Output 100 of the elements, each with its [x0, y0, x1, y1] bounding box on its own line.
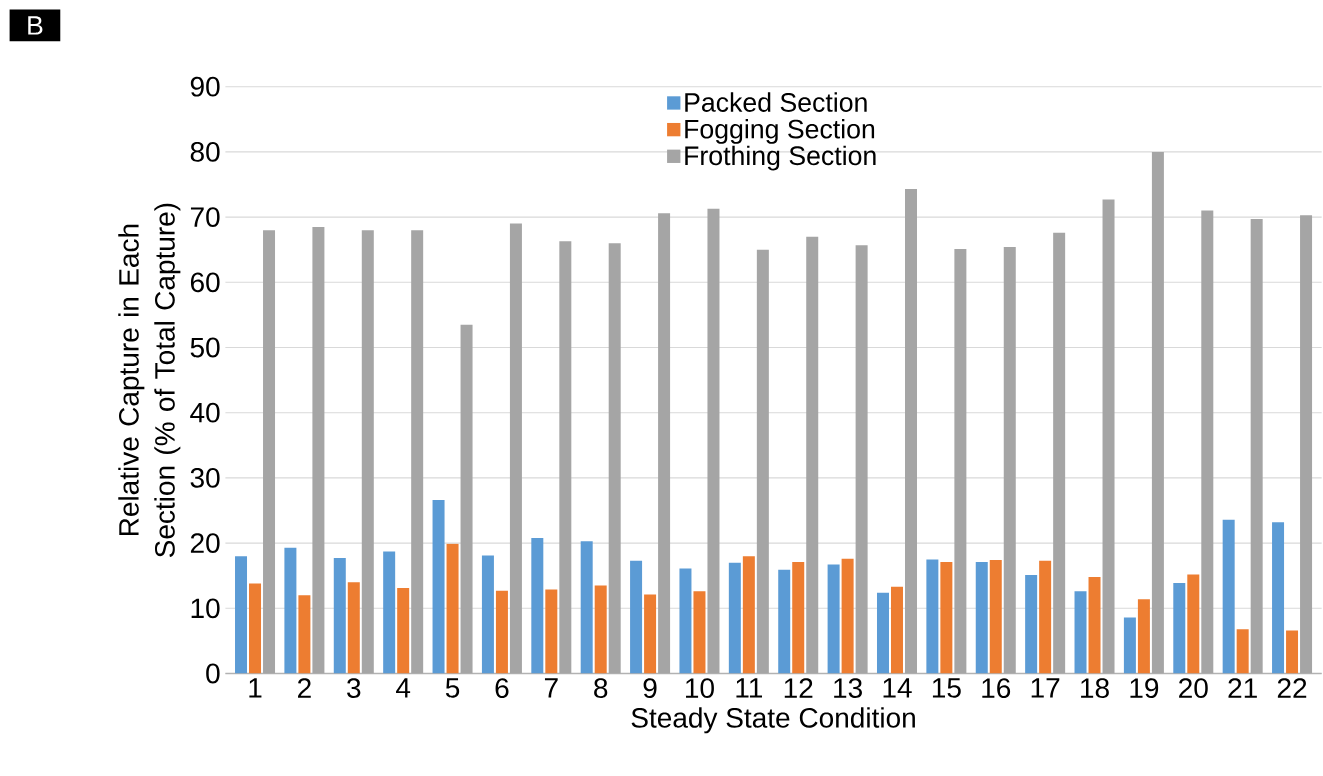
bar [383, 551, 396, 674]
bar [1088, 576, 1101, 674]
x-tick-label: 16 [982, 678, 1011, 698]
bar [298, 595, 311, 674]
bar [1300, 215, 1313, 674]
bar [926, 559, 939, 674]
bar [1286, 630, 1299, 674]
y-tick-label: 10 [191, 598, 220, 619]
bar [235, 556, 248, 674]
x-tick-label: 22 [1277, 678, 1307, 698]
bar [975, 561, 988, 674]
y-tick-label: 90 [190, 76, 220, 97]
x-axis-title: Steady State Condition [631, 707, 915, 734]
bar [495, 590, 508, 674]
bar [778, 569, 791, 674]
bar [531, 537, 544, 674]
bar [658, 213, 671, 674]
x-tick-label: 5 [445, 678, 460, 698]
bar [841, 558, 854, 674]
x-tick-label: 10 [686, 678, 714, 698]
bar [890, 586, 903, 674]
bar [792, 561, 805, 674]
bar [545, 589, 558, 674]
bar [509, 223, 522, 674]
bar [1201, 210, 1214, 674]
y-axis-title: Relative Capture in Each Section (% of Total Capture) [118, 203, 181, 557]
bar [679, 568, 692, 674]
bar [1003, 247, 1016, 674]
y-tick-label: 0 [206, 663, 220, 684]
y-tick-label: 80 [190, 141, 220, 162]
bar [1236, 629, 1249, 674]
bar [481, 555, 494, 674]
x-tick-label: 18 [1081, 678, 1109, 698]
bar [1173, 582, 1186, 674]
x-tick-label: 8 [594, 678, 608, 698]
bar [559, 241, 572, 674]
x-tick-label: 15 [932, 678, 961, 698]
x-tick-label: 2 [298, 678, 311, 698]
x-tick-label: 19 [1130, 678, 1159, 698]
x-tick-label: 11 [736, 678, 763, 698]
x-tick-label: 1 [249, 678, 262, 698]
bar [1187, 574, 1200, 674]
bar [333, 558, 346, 674]
text: B [28, 16, 43, 35]
bar [397, 588, 410, 674]
bar [284, 547, 297, 674]
bar [644, 594, 657, 674]
bar [707, 208, 720, 674]
bar [742, 556, 755, 674]
bar [347, 582, 360, 674]
bar [827, 564, 840, 674]
y-tick-label: 40 [190, 402, 220, 423]
x-tick-label: 4 [396, 678, 411, 698]
bar [876, 592, 889, 674]
bar [756, 249, 769, 674]
bar [693, 591, 706, 674]
bar [728, 562, 741, 674]
bar [905, 188, 917, 674]
bar [608, 243, 621, 674]
x-tick-label: 6 [495, 678, 509, 698]
legend-label: Frothing Section [685, 145, 876, 171]
bar [460, 324, 473, 674]
bar [630, 560, 643, 674]
bar [940, 561, 953, 674]
x-tick-label: 20 [1179, 678, 1208, 698]
bar [249, 583, 262, 674]
bar [1053, 232, 1066, 674]
bar [411, 230, 424, 674]
bar [361, 230, 374, 674]
y-tick-label: 60 [190, 272, 220, 293]
bar [806, 236, 819, 674]
bar [989, 559, 1002, 674]
y-tick-label: 30 [190, 467, 220, 488]
x-tick-label: 17 [1031, 678, 1060, 698]
bar [1222, 519, 1235, 674]
bar [954, 248, 967, 674]
bar [1137, 599, 1150, 674]
bar [1025, 574, 1038, 674]
bar [1151, 151, 1164, 674]
bar [312, 226, 325, 674]
bar [1074, 591, 1087, 674]
legend-label: Fogging Section [685, 118, 875, 144]
bar [1039, 560, 1052, 674]
x-tick-label: 12 [784, 678, 813, 698]
bar [580, 541, 593, 674]
y-tick-label: 20 [190, 533, 220, 553]
x-tick-label: 7 [544, 678, 558, 698]
x-tick-label: 9 [643, 678, 657, 698]
bar [855, 245, 868, 674]
x-tick-label: 21 [1228, 678, 1257, 698]
bar [1250, 218, 1263, 674]
legend-label: Packed Section [685, 92, 867, 112]
x-tick-label: 3 [347, 678, 361, 698]
bar [446, 543, 459, 674]
x-tick-label: 14 [883, 678, 912, 698]
bar [263, 230, 276, 674]
bar [594, 585, 607, 674]
bar [432, 499, 445, 674]
bar [1272, 522, 1285, 674]
bar [1123, 617, 1136, 674]
